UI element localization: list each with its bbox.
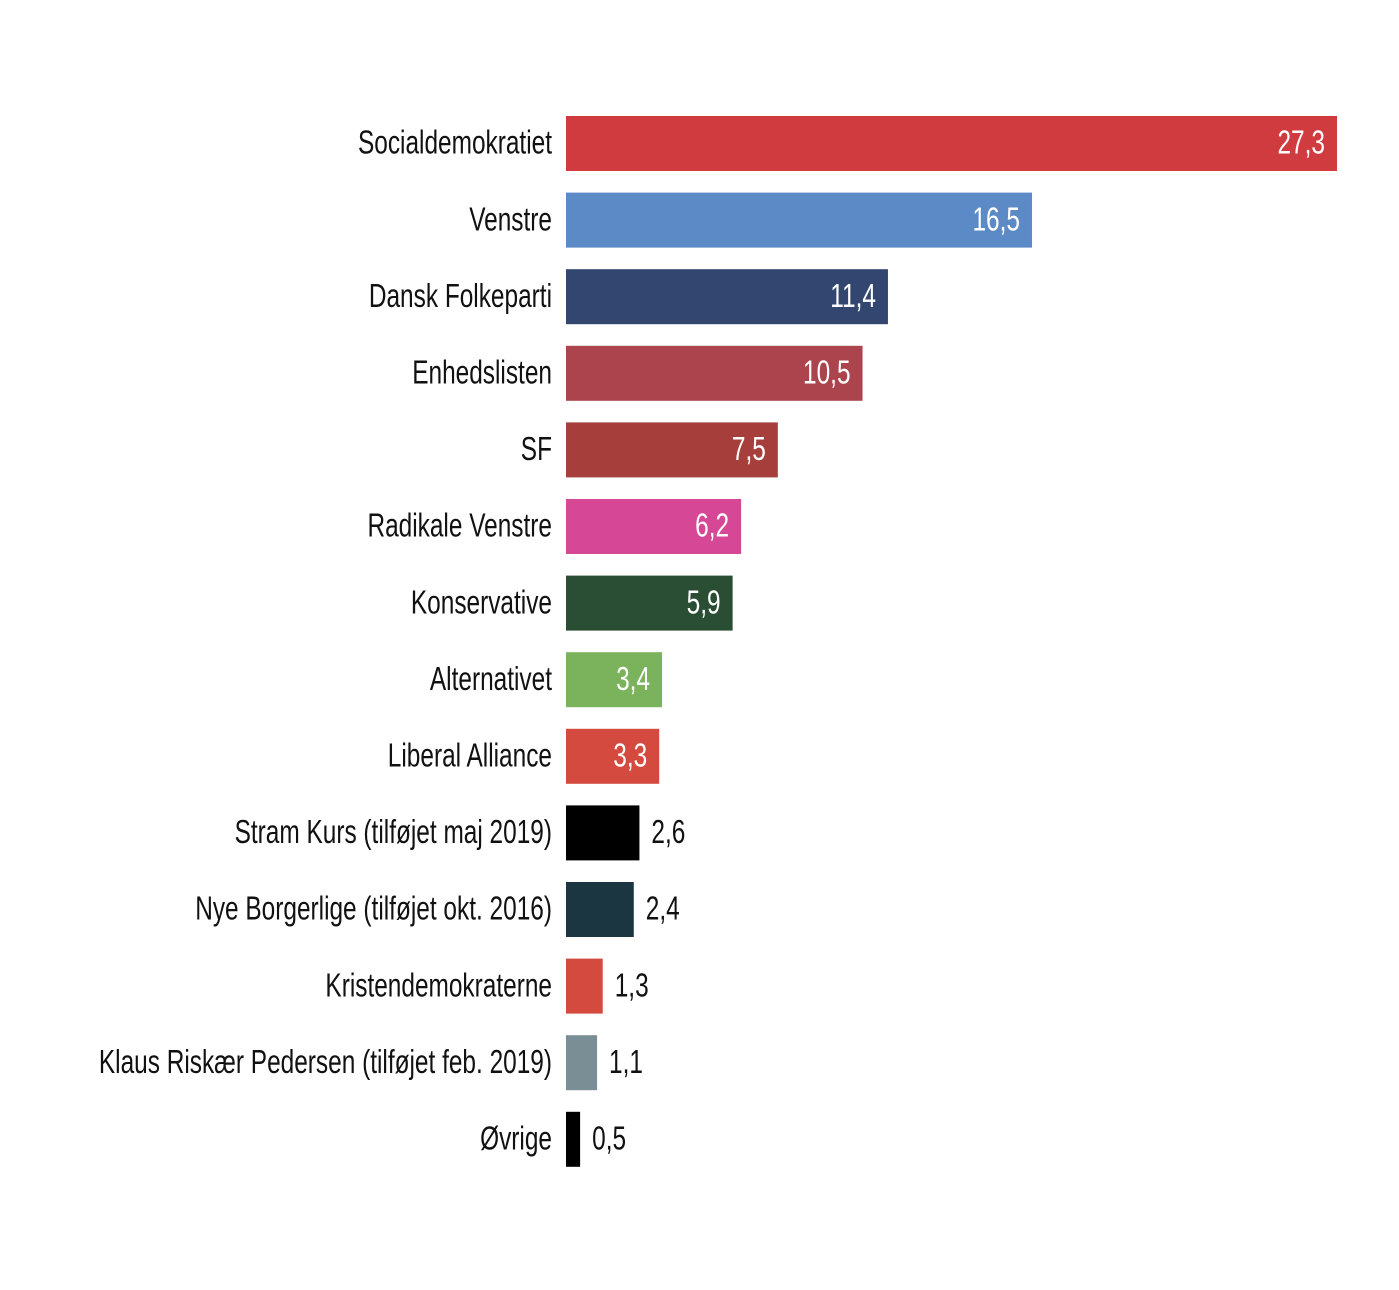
value-label-7: 5,9 xyxy=(687,585,721,621)
value-label-10: 2,6 xyxy=(651,815,685,851)
category-label-7: Konservative xyxy=(411,585,552,621)
category-label-8: Alternativet xyxy=(430,662,552,698)
bar-4 xyxy=(566,345,863,401)
bar-2 xyxy=(566,192,1032,248)
bar-12 xyxy=(566,958,603,1014)
value-label-1: 27,3 xyxy=(1277,125,1325,161)
bar-11 xyxy=(566,882,634,937)
category-label-13: Klaus Riskær Pedersen (tilføjet feb. 201… xyxy=(99,1045,552,1081)
category-labels-group: Socialdemokratiet Venstre Dansk Folkeparti… xyxy=(99,125,552,1157)
value-label-3: 11,4 xyxy=(830,279,876,315)
category-label-11: Nye Borgerlige (tilføjet okt. 2016) xyxy=(195,891,552,927)
bar-8 xyxy=(566,652,663,708)
value-label-11: 2,4 xyxy=(646,891,680,927)
bar-10 xyxy=(566,805,640,861)
value-label-8: 3,4 xyxy=(616,662,650,698)
category-label-5: SF xyxy=(521,432,552,468)
value-labels-group: 27,3 16,5 11,4 10,5 7,5 6,2 5,9 3,4 3,3 2,6 2,4 1,3… xyxy=(592,125,1325,1157)
bars-group xyxy=(566,116,1337,1167)
bar-14 xyxy=(566,1111,581,1167)
category-label-2: Venstre xyxy=(469,202,552,238)
value-label-14: 0,5 xyxy=(592,1121,626,1157)
category-label-9: Liberal Alliance xyxy=(388,738,552,774)
bar-9 xyxy=(566,728,660,784)
value-label-13: 1,1 xyxy=(609,1045,643,1081)
bar-3 xyxy=(566,269,888,325)
category-label-10: Stram Kurs (tilføjet maj 2019) xyxy=(235,815,552,851)
value-label-5: 7,5 xyxy=(732,432,766,468)
value-label-6: 6,2 xyxy=(695,508,729,544)
bar-1 xyxy=(566,116,1337,171)
bar-5 xyxy=(566,422,778,478)
category-label-1: Socialdemokratiet xyxy=(358,125,552,161)
bar-7 xyxy=(566,575,733,631)
value-label-12: 1,3 xyxy=(615,968,649,1004)
value-label-2: 16,5 xyxy=(972,202,1020,238)
category-label-6: Radikale Venstre xyxy=(367,508,552,544)
category-label-3: Dansk Folkeparti xyxy=(369,279,552,315)
category-label-4: Enhedslisten xyxy=(412,355,552,391)
bar-13 xyxy=(566,1035,598,1091)
category-label-12: Kristendemokraterne xyxy=(325,968,552,1004)
value-label-4: 10,5 xyxy=(803,355,851,391)
value-label-9: 3,3 xyxy=(613,738,647,774)
bar-6 xyxy=(566,499,742,554)
category-label-14: Øvrige xyxy=(480,1121,552,1157)
